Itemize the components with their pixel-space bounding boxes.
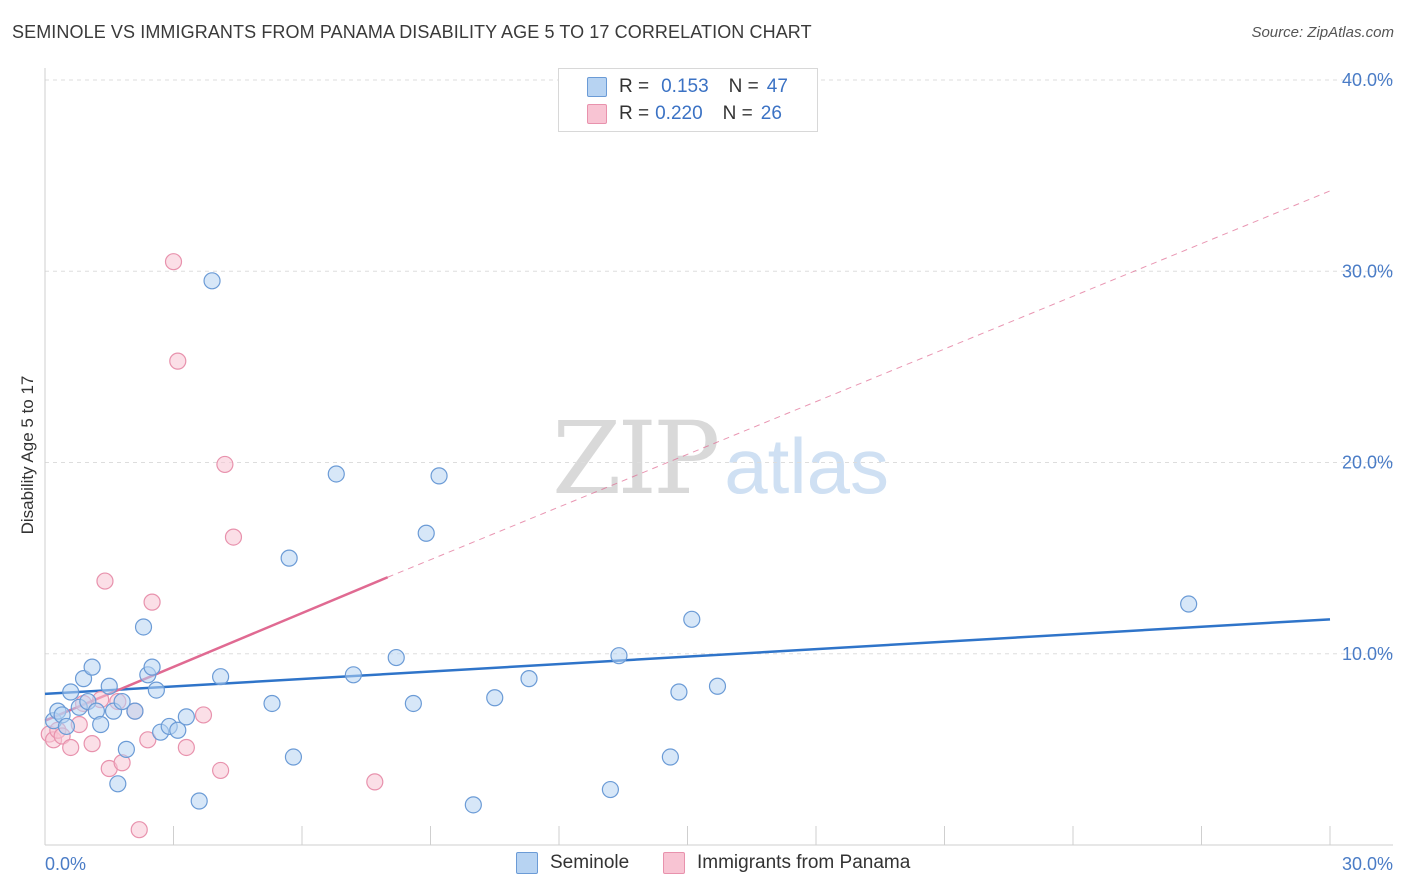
legend-n-label: N = [722,103,753,124]
data-point-panama [366,773,384,791]
data-point-seminole [486,689,504,707]
trend-line-panama-extension [387,190,1331,578]
data-point-seminole [464,796,482,814]
series-legend-seminole: Seminole [516,852,629,874]
legend-swatch-panama [663,852,685,874]
data-point-seminole [117,740,135,758]
y-tick-label: 20.0% [1342,453,1393,473]
legend-swatch-seminole [516,852,538,874]
data-point-seminole [62,683,80,701]
data-point-seminole [1180,595,1198,613]
legend-r-value: 0.220 [655,103,703,124]
data-point-seminole [263,694,281,713]
legend-n-label: N = [728,76,759,97]
data-point-seminole [203,272,221,290]
x-tick-label-min: 0.0% [45,854,86,874]
data-point-seminole [683,610,701,628]
data-point-seminole [190,792,208,810]
data-point-seminole [212,668,230,686]
data-point-panama [83,735,101,753]
data-point-seminole [177,708,195,726]
data-point-seminole [147,681,165,699]
data-point-panama [169,352,187,370]
data-point-panama [212,761,230,780]
data-point-panama [96,572,114,590]
legend-r-label: R = [619,76,650,97]
y-tick-labels: 10.0% 20.0% 30.0% 40.0% [1342,70,1393,664]
data-point-panama [164,253,183,271]
data-point-seminole [417,524,435,542]
data-point-panama [143,593,161,611]
trend-line-seminole [44,618,1331,696]
data-point-panama [177,738,195,757]
y-tick-label: 40.0% [1342,70,1393,90]
data-point-seminole [670,683,688,701]
data-point-seminole [92,715,110,734]
watermark: ZIP atlas [552,400,889,517]
data-point-panama [130,821,148,839]
stats-legend: R = 0.153 N = 47 R = 0.220 N = 26 [558,68,818,132]
data-point-seminole [83,658,101,676]
data-point-panama [216,455,234,474]
legend-n-value: 47 [766,76,788,97]
legend-r-label: R = [619,103,650,124]
data-point-seminole [143,658,161,676]
data-point-seminole [74,670,93,688]
legend-label-panama: Immigrants from Panama [697,852,911,873]
grid-lines [45,79,1393,655]
data-point-seminole [327,465,345,483]
data-point-panama [224,528,243,546]
legend-n-value: 26 [760,103,782,124]
legend-swatch-panama [587,104,607,124]
watermark-atlas: atlas [724,422,890,510]
x-tick-marks [44,826,1331,845]
data-point-seminole [387,648,405,667]
axes [44,68,1393,846]
data-point-seminole [708,677,727,695]
data-point-panama [62,738,80,757]
data-points [40,253,1198,839]
data-point-seminole [610,647,628,665]
y-tick-label: 30.0% [1342,261,1393,281]
data-point-seminole [57,717,76,736]
data-point-seminole [134,618,153,636]
legend-r-value: 0.153 [661,76,709,97]
legend-row-seminole: R = 0.153 N = 47 [619,75,788,99]
legend-row-panama: R = 0.220 N = 26 [619,102,782,126]
data-point-seminole [404,694,422,713]
chart-title: SEMINOLE VS IMMIGRANTS FROM PANAMA DISAB… [12,22,812,42]
source-label: Source: ZipAtlas.com [1251,24,1394,41]
data-point-seminole [280,549,298,567]
data-point-seminole [661,748,679,766]
data-point-panama [194,706,213,724]
x-tick-label-max: 30.0% [1342,854,1393,874]
legend-swatch-seminole [587,77,607,97]
data-point-seminole [126,702,144,720]
data-point-seminole [109,775,127,793]
data-point-seminole [284,748,303,766]
data-point-seminole [100,677,118,695]
legend-label-seminole: Seminole [550,852,630,873]
series-legend-panama: Immigrants from Panama [663,852,910,874]
data-point-seminole [430,467,448,485]
data-point-seminole [169,721,187,739]
trend-lines [44,190,1331,722]
data-point-seminole [113,692,131,711]
data-point-panama [139,731,157,749]
data-point-seminole [520,670,538,688]
y-tick-label: 10.0% [1342,644,1393,664]
watermark-zip: ZIP [552,400,720,517]
data-point-seminole [344,666,362,684]
data-point-seminole [601,780,620,799]
